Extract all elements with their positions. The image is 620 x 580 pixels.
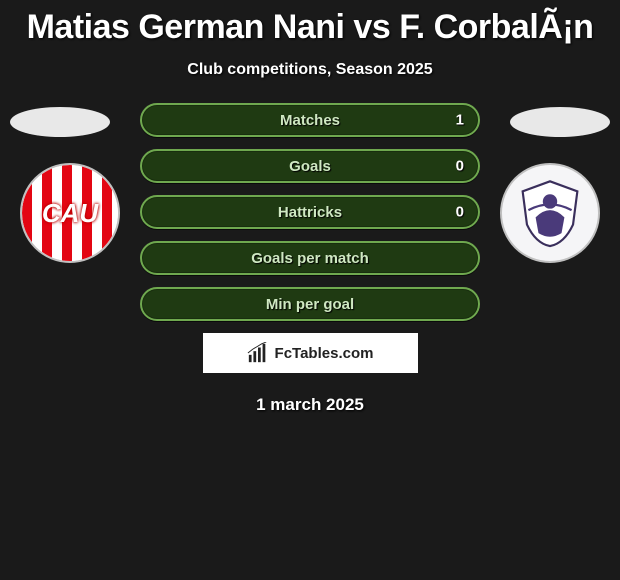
stat-row-hattricks: Hattricks 0 (140, 195, 480, 229)
stat-label: Goals (289, 158, 331, 175)
stat-label: Goals per match (251, 250, 369, 267)
badge-monogram: CAU (22, 165, 118, 261)
player-head-left (10, 107, 110, 137)
stats-rows: Matches 1 Goals 0 Hattricks 0 Goals per … (140, 103, 480, 321)
stat-row-goals: Goals 0 (140, 149, 480, 183)
stat-row-matches: Matches 1 (140, 103, 480, 137)
player-head-right (510, 107, 610, 137)
bar-chart-icon (247, 342, 269, 364)
stat-row-min-per-goal: Min per goal (140, 287, 480, 321)
club-badge-left: CAU (20, 163, 120, 263)
brand-box: FcTables.com (203, 333, 418, 373)
date-text: 1 march 2025 (0, 395, 620, 415)
stat-right-value: 1 (456, 112, 464, 129)
stat-right-value: 0 (456, 158, 464, 175)
brand-text: FcTables.com (275, 345, 374, 362)
stat-row-goals-per-match: Goals per match (140, 241, 480, 275)
stat-label: Min per goal (266, 296, 354, 313)
shield-icon (514, 177, 586, 249)
club-badge-right (500, 163, 600, 263)
subtitle: Club competitions, Season 2025 (0, 61, 620, 79)
page-title: Matias German Nani vs F. CorbalÃ¡n (0, 0, 620, 47)
stat-label: Matches (280, 112, 340, 129)
comparison-area: CAU Matches 1 Goals 0 Hattricks 0 Goals … (0, 103, 620, 415)
stat-right-value: 0 (456, 204, 464, 221)
stat-label: Hattricks (278, 204, 342, 221)
